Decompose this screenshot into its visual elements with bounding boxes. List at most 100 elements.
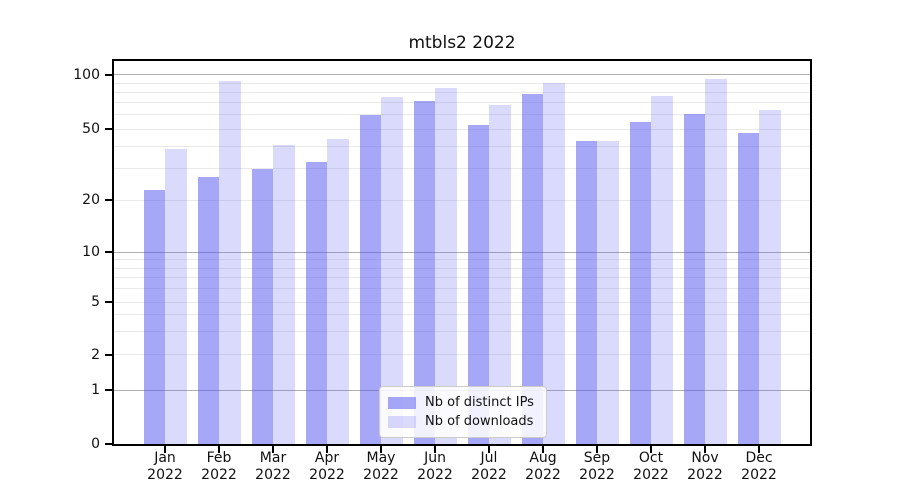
gridline-minor (114, 288, 810, 290)
y-tick (105, 443, 112, 445)
bar-distinct-ips (737, 132, 759, 444)
y-tick-label: 50 (82, 121, 100, 138)
gridline-minor (114, 168, 810, 170)
bar-downloads (381, 97, 403, 444)
gridline-minor (114, 91, 810, 93)
y-tick-label: 2 (91, 346, 100, 363)
x-tick-label-month: Jul (480, 450, 498, 466)
bar-distinct-ips (143, 189, 165, 444)
x-tick-label-month: Jan (154, 450, 176, 466)
x-tick-label-year: 2022 (687, 467, 723, 483)
bar-distinct-ips (359, 114, 381, 444)
gridline-minor (114, 259, 810, 261)
x-tick-label-month: Sep (583, 450, 611, 466)
bar-downloads (597, 141, 619, 444)
y-tick-label: 20 (82, 192, 100, 209)
x-tick-label-year: 2022 (471, 467, 507, 483)
x-tick-label-month: Apr (314, 450, 340, 466)
x-tick (488, 446, 490, 453)
x-tick (164, 446, 166, 453)
x-tick (650, 446, 652, 453)
x-tick-label-month: Jun (424, 450, 446, 466)
x-tick-label: Mar 2022 (243, 450, 303, 484)
y-tick-label: 0 (91, 436, 100, 452)
x-tick-label-month: Mar (259, 450, 287, 466)
y-tick (105, 389, 112, 391)
x-tick-label-year: 2022 (741, 467, 777, 483)
gridline-minor (114, 199, 810, 201)
bar-distinct-ips (521, 94, 543, 444)
bar-distinct-ips (467, 124, 489, 444)
x-tick-label: May 2022 (351, 450, 411, 484)
bar-downloads (705, 78, 727, 444)
x-tick (704, 446, 706, 453)
x-tick-label: Apr 2022 (297, 450, 357, 484)
bar-distinct-ips (683, 113, 705, 444)
gridline-minor (114, 146, 810, 148)
x-tick-label-month: Aug (529, 450, 557, 466)
y-tick (105, 251, 112, 253)
x-tick-label-year: 2022 (417, 467, 453, 483)
gridline-minor (114, 102, 810, 104)
gridline-minor (114, 128, 810, 130)
x-tick (218, 446, 220, 453)
bar-downloads (219, 81, 241, 444)
x-tick-label-month: Feb (206, 450, 232, 466)
bar-downloads (327, 139, 349, 444)
x-tick-label: Jan 2022 (135, 450, 195, 484)
x-tick (326, 446, 328, 453)
bar-distinct-ips (575, 141, 597, 444)
legend-item: Nb of downloads (388, 412, 536, 431)
x-tick-label: Sep 2022 (567, 450, 627, 484)
bar-downloads (651, 96, 673, 444)
y-tick-label: 10 (82, 244, 100, 260)
gridline-major (114, 74, 810, 76)
y-tick-label: 1 (91, 382, 100, 398)
legend: Nb of distinct IPs Nb of downloads (379, 386, 547, 438)
x-tick-label-year: 2022 (363, 467, 399, 483)
legend-label: Nb of distinct IPs (425, 395, 534, 410)
x-tick-label: Feb 2022 (189, 450, 249, 484)
chart-title: mtbls2 2022 (408, 33, 516, 53)
gridline-minor (114, 354, 810, 356)
bar-distinct-ips (413, 100, 435, 444)
y-tick (105, 199, 112, 202)
y-tick (105, 128, 112, 131)
x-tick-label-year: 2022 (147, 467, 183, 483)
x-tick-label-month: Nov (691, 450, 719, 466)
x-tick-label-year: 2022 (579, 467, 615, 483)
x-tick-label-year: 2022 (255, 467, 291, 483)
legend-swatch-distinct-ips (388, 396, 416, 409)
gridline-minor (114, 267, 810, 269)
legend-item: Nb of distinct IPs (388, 393, 536, 412)
y-tick-label: 100 (73, 66, 100, 83)
gridline-minor (114, 301, 810, 303)
x-tick (434, 446, 436, 453)
gridline-minor (114, 82, 810, 84)
x-tick-label-year: 2022 (309, 467, 345, 483)
x-tick-label-month: Dec (745, 450, 773, 466)
bar-downloads (543, 83, 565, 444)
gridline-minor (114, 277, 810, 279)
x-tick-label: Jun 2022 (405, 450, 465, 484)
y-tick (105, 353, 112, 356)
bar-downloads (759, 109, 781, 444)
legend-swatch-downloads (388, 415, 416, 428)
x-tick (758, 446, 760, 453)
x-tick-label-year: 2022 (633, 467, 669, 483)
bar-distinct-ips (629, 121, 651, 444)
gridline-major (114, 251, 810, 253)
x-tick-label-month: May (366, 450, 396, 466)
y-tick (105, 73, 112, 76)
y-tick (105, 301, 112, 303)
x-tick-label: Oct 2022 (621, 450, 681, 484)
bar-downloads (165, 148, 187, 444)
x-tick-label: Jul 2022 (459, 450, 519, 484)
gridline-minor (114, 314, 810, 316)
legend-label: Nb of downloads (425, 414, 534, 429)
bar-downloads (489, 105, 511, 444)
x-tick-label-month: Oct (638, 450, 664, 466)
gridline-minor (114, 330, 810, 332)
x-tick (596, 446, 598, 453)
